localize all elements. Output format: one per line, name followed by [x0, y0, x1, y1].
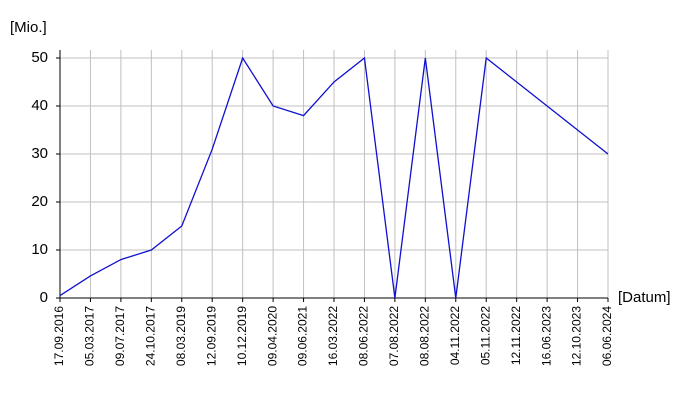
- x-tick-label: 12.09.2019: [204, 306, 218, 366]
- y-tick-label: 50: [31, 49, 48, 66]
- y-tick-label: 30: [31, 145, 48, 162]
- x-tick-label: 09.07.2017: [113, 306, 127, 366]
- x-tick-label: 16.06.2023: [539, 306, 553, 366]
- y-tick-label: 0: [40, 289, 48, 306]
- x-tick-label: 24.10.2017: [144, 306, 158, 366]
- x-tick-label: 17.09.2016: [52, 306, 66, 366]
- x-tick-label: 08.06.2022: [357, 306, 371, 366]
- x-tick-label: 04.11.2022: [448, 306, 462, 365]
- x-tick-label: 09.06.2021: [296, 306, 310, 366]
- y-tick-label: 20: [31, 193, 48, 210]
- x-tick-label: 16.03.2022: [326, 306, 340, 366]
- y-tick-label: 40: [31, 97, 48, 114]
- x-tick-label: 05.11.2022: [478, 306, 492, 365]
- x-tick-label: 12.10.2023: [570, 306, 584, 366]
- x-tick-label: 12.11.2022: [509, 306, 523, 365]
- x-tick-label: 06.06.2024: [600, 306, 614, 366]
- y-tick-label: 10: [31, 241, 48, 258]
- x-axis-label: [Datum]: [618, 289, 671, 306]
- y-axis-label: [Mio.]: [10, 19, 47, 36]
- x-tick-label: 07.08.2022: [387, 306, 401, 366]
- data-line: [59, 56, 609, 299]
- x-tick-label: 08.08.2022: [418, 306, 432, 366]
- x-tick-label: 08.03.2019: [174, 306, 188, 366]
- x-tick-label: 09.04.2020: [265, 306, 279, 366]
- x-tick-label: 05.03.2017: [83, 306, 97, 366]
- x-tick-label: 10.12.2019: [235, 306, 249, 366]
